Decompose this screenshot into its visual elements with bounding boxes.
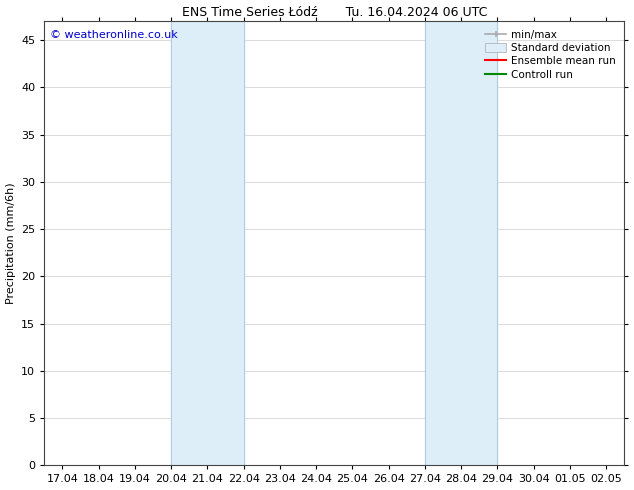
- Text: © weatheronline.co.uk: © weatheronline.co.uk: [50, 30, 178, 40]
- Bar: [171, 21, 243, 465]
- Bar: [425, 21, 498, 465]
- Title: ENS Time Series Łódź       Tu. 16.04.2024 06 UTC: ENS Time Series Łódź Tu. 16.04.2024 06 U…: [181, 5, 487, 19]
- Legend: min/max, Standard deviation, Ensemble mean run, Controll run: min/max, Standard deviation, Ensemble me…: [482, 26, 619, 83]
- Y-axis label: Precipitation (mm/6h): Precipitation (mm/6h): [6, 182, 16, 304]
